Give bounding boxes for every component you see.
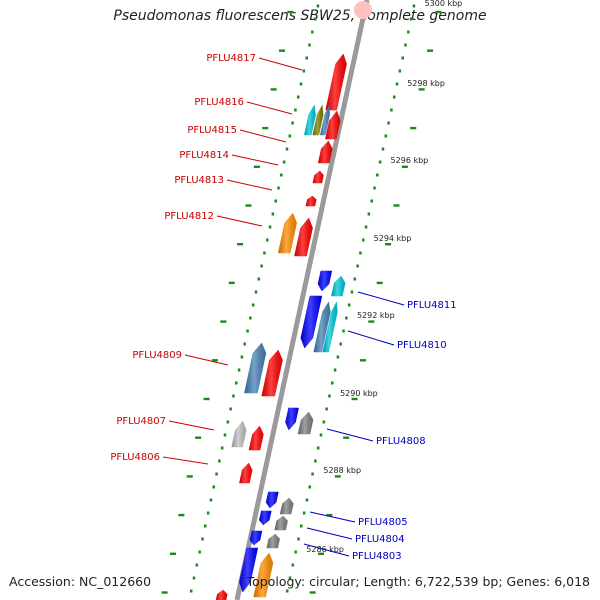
kbp-coordinate-label: 5296 kbp: [391, 156, 429, 165]
gene-arrow: [325, 110, 341, 140]
gene-label: PFLU4814: [179, 150, 229, 161]
tick-dots: [189, 4, 416, 593]
gene-label: PFLU4806: [110, 452, 160, 463]
gene-arrow: [239, 462, 253, 484]
gene-label: PFLU4815: [187, 125, 237, 136]
gene-arrow: [305, 195, 317, 207]
gene-arrow: [294, 217, 313, 257]
gene-label: PFLU4810: [397, 340, 447, 351]
gene-label-leader: [231, 154, 279, 166]
gene-arrow: [244, 342, 267, 394]
gene-label: PFLU4805: [358, 517, 408, 528]
kbp-coordinate-label: 5292 kbp: [357, 311, 395, 320]
gene-label-lines: [162, 57, 405, 557]
gene-label: PFLU4811: [407, 300, 457, 311]
gene-label: PFLU4804: [355, 534, 405, 545]
gene-label-leader: [303, 543, 350, 557]
genome-backbone: [234, 0, 370, 600]
gene-label-leader: [306, 527, 353, 540]
gene-arrow: [215, 589, 228, 600]
gene-arrow: [266, 533, 280, 549]
gene-arrow: [325, 53, 347, 111]
gene-arrow: [265, 491, 279, 509]
gene-arrow: [312, 104, 324, 136]
gene-label-leader: [239, 129, 287, 143]
gene-arrow: [231, 420, 247, 448]
gene-label-leader: [258, 57, 303, 71]
gene-arrow: [285, 407, 299, 431]
gene-arrow: [274, 515, 288, 531]
kbp-coordinate-label: 5288 kbp: [323, 466, 361, 475]
kbp-coordinate-label: 5298 kbp: [407, 79, 445, 88]
kbp-coordinate-label: 5300 kbp: [425, 0, 463, 8]
gene-arrow: [322, 301, 338, 353]
gene-arrow: [261, 349, 283, 397]
gene-label: PFLU4803: [352, 551, 402, 562]
gene-arrow: [297, 411, 314, 435]
gene-label-leader: [246, 101, 293, 115]
gene-arrow: [259, 510, 272, 526]
gene-arrow: [248, 425, 264, 451]
gene-arrow: [253, 552, 274, 598]
gene-label: PFLU4813: [174, 175, 224, 186]
gene-labels: PFLU4817 PFLU4816 PFLU4815 PFLU4814 PFLU4813…: [110, 53, 456, 562]
gene-arrow: [317, 140, 333, 164]
gene-label-leader: [326, 428, 374, 442]
backbone-end-marker: [354, 1, 372, 19]
gene-label-leader: [226, 179, 273, 191]
kbp-coordinate-label: 5290 kbp: [340, 389, 378, 398]
gene-label-leader: [168, 420, 215, 431]
gene-label-leader: [347, 330, 395, 346]
gene-label-leader: [216, 215, 263, 227]
gene-arrow: [319, 104, 330, 136]
gene-arrow: [331, 275, 346, 297]
gene-arrow: [317, 270, 333, 292]
gene-arrow: [312, 170, 324, 184]
gene-arrow: [303, 104, 316, 136]
accession-text: Accession: NC_012660: [9, 574, 152, 589]
gene-arrow: [239, 547, 259, 593]
gene-arrow: [277, 212, 297, 254]
gene-label-leader: [309, 511, 356, 523]
gene-label-leader: [357, 291, 405, 306]
gene-label-leader: [184, 354, 229, 366]
gene-arrow: [279, 497, 294, 515]
gene-features: [215, 53, 347, 600]
gene-label: PFLU4807: [116, 416, 166, 427]
gene-label-leader: [162, 456, 209, 465]
gene-label: PFLU4812: [164, 211, 214, 222]
gene-label: PFLU4816: [194, 97, 244, 108]
kbp-coordinate-label: 5294 kbp: [374, 234, 412, 243]
gene-label: PFLU4817: [206, 53, 256, 64]
gene-label: PFLU4808: [376, 436, 426, 447]
map-title: Pseudomonas fluorescens SBW25, complete …: [113, 8, 487, 24]
gene-arrow: [249, 530, 263, 546]
gene-arrow: [313, 301, 331, 353]
gene-label: PFLU4809: [132, 350, 182, 361]
gene-arrow: [300, 295, 323, 349]
genome-summary-text: Topology: circular; Length: 6,722,539 bp…: [246, 574, 590, 589]
